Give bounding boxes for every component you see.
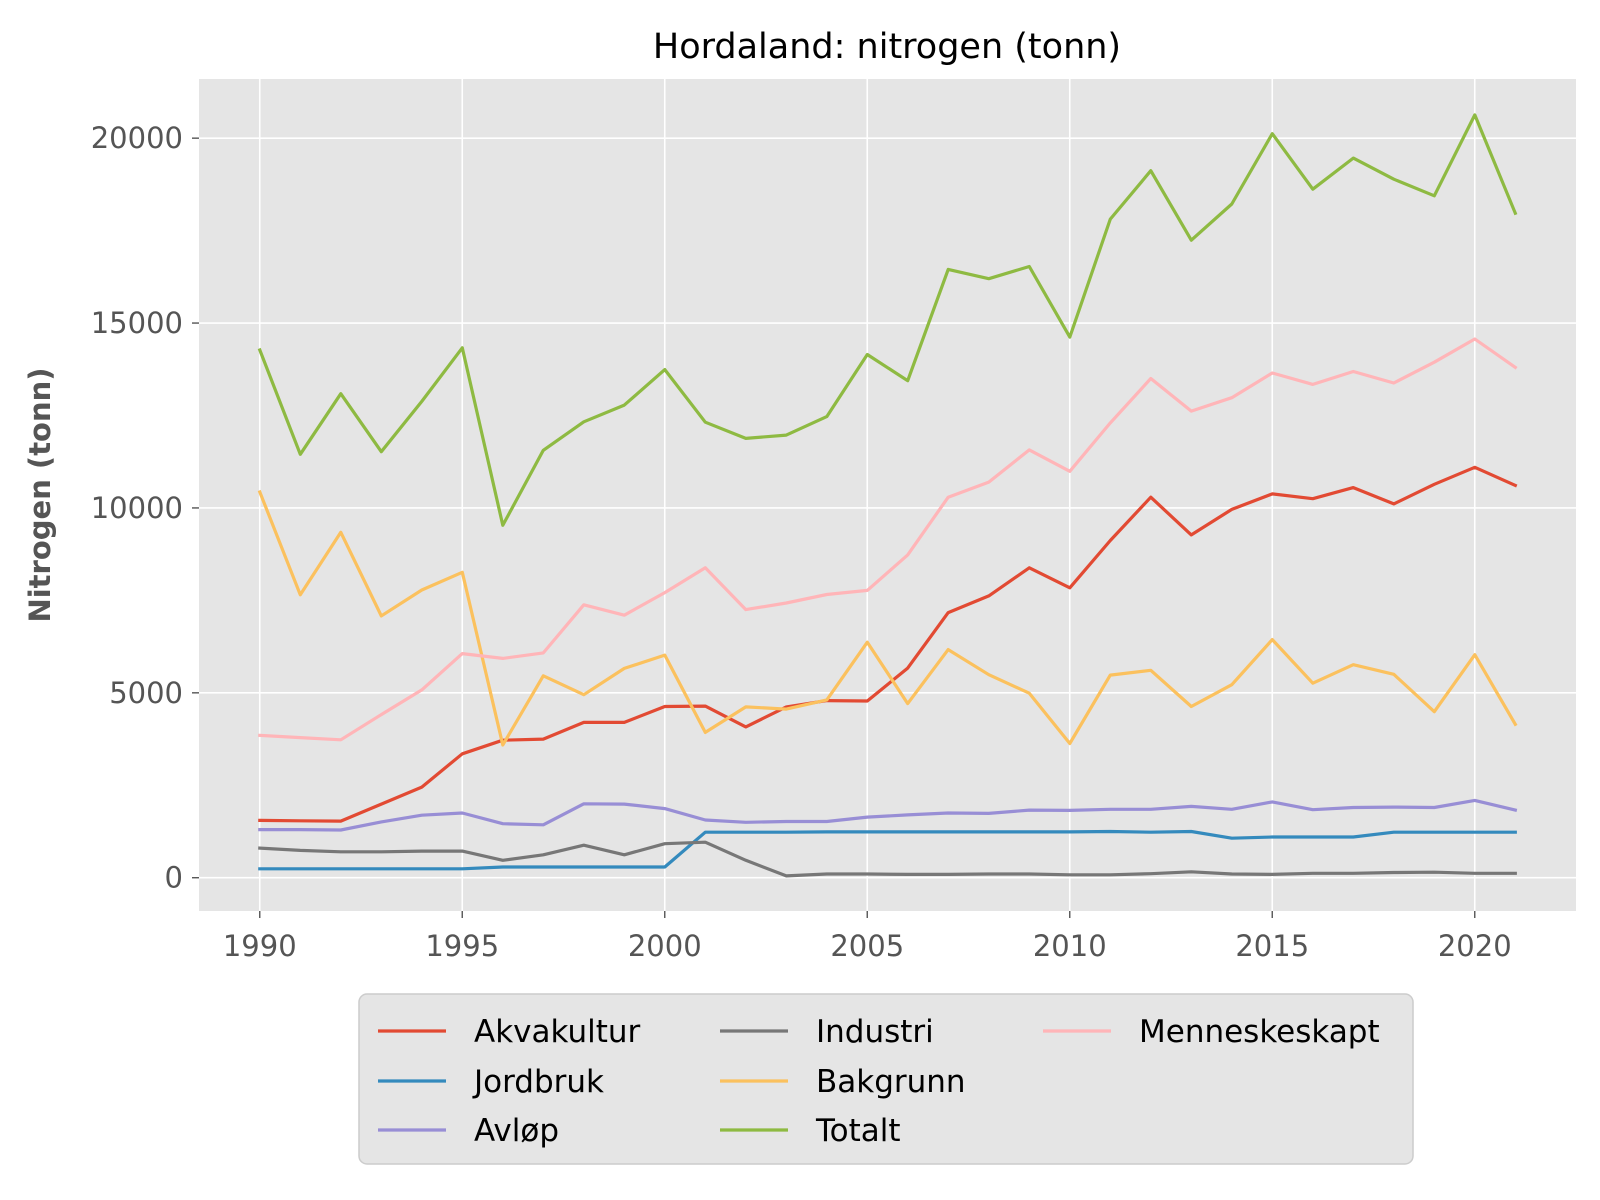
x-tick-label: 2010	[1033, 929, 1107, 963]
series-line-jordbruk	[258, 829, 1517, 871]
series-line-industri	[258, 840, 1517, 878]
legend-label-menneskeskapt: Menneskeskapt	[1139, 1014, 1380, 1050]
series-line-avlop	[258, 798, 1518, 832]
y-axis-ticks: 0 5000 10000 15000 20000	[91, 121, 199, 895]
y-axis-label: Nitrogen (tonn)	[23, 367, 57, 622]
series-lines	[257, 113, 1518, 878]
legend: Akvakultur Jordbruk Avløp Industri Bakgrunn T…	[358, 993, 1414, 1165]
legend-label-avlop: Avløp	[474, 1113, 559, 1149]
legend-label-industri: Industri	[816, 1014, 934, 1050]
y-tick-label: 5000	[109, 676, 183, 710]
y-tick-label: 20000	[91, 121, 183, 155]
y-tick-label: 10000	[91, 491, 183, 525]
legend-box	[358, 993, 1414, 1165]
x-tick-label: 1990	[223, 929, 297, 963]
x-tick-label: 2020	[1438, 929, 1512, 963]
x-axis-ticks: 1990 1995 2000 2005 2010 2015 2020	[223, 911, 1512, 963]
x-tick-label: 1995	[425, 929, 499, 963]
plot-background	[199, 79, 1576, 911]
series-line-akvakultur	[258, 465, 1518, 823]
legend-label-bakgrunn: Bakgrunn	[816, 1064, 966, 1100]
x-tick-label: 2015	[1235, 929, 1309, 963]
grid-lines	[199, 79, 1576, 911]
y-tick-label: 15000	[91, 306, 183, 340]
series-line-bakgrunn	[257, 489, 1518, 747]
x-tick-label: 2000	[628, 929, 702, 963]
chart-title: Hordaland: nitrogen (tonn)	[653, 27, 1121, 67]
series-line-menneskeskapt	[258, 337, 1518, 742]
y-tick-label: 0	[165, 861, 183, 895]
series-line-totalt	[257, 113, 1518, 527]
legend-label-jordbruk: Jordbruk	[472, 1064, 604, 1100]
legend-label-totalt: Totalt	[815, 1113, 901, 1149]
x-tick-label: 2005	[830, 929, 904, 963]
legend-label-akvakultur: Akvakultur	[474, 1014, 641, 1050]
